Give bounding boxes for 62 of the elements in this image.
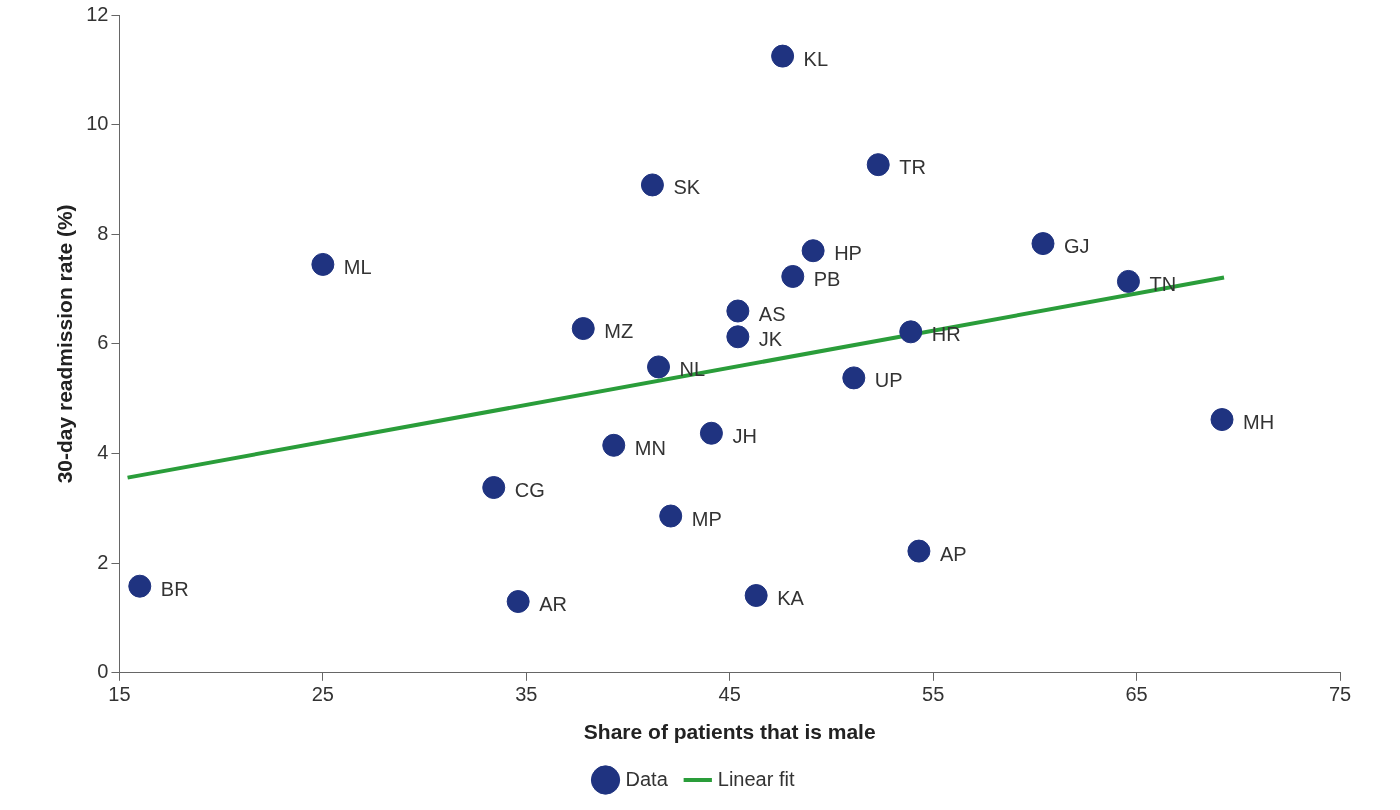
x-tick-label: 55 — [922, 683, 945, 706]
point — [781, 264, 805, 288]
annotation: MZ — [604, 320, 634, 343]
annotation: HP — [834, 242, 862, 265]
annotation: PB — [813, 267, 841, 290]
annotation: HR — [931, 323, 961, 346]
point — [602, 433, 626, 457]
x-tick-label: 65 — [1125, 683, 1148, 706]
annotation: JK — [758, 328, 783, 351]
y-tick-label: 8 — [97, 221, 109, 244]
annotation: SK — [673, 176, 701, 199]
point — [744, 584, 768, 608]
annotation: ML — [343, 255, 372, 278]
annotation: BR — [160, 577, 189, 600]
x-tick-label: 75 — [1328, 683, 1352, 706]
point — [899, 320, 923, 344]
y-tick-label: 2 — [97, 550, 109, 573]
y-tick-label: 6 — [97, 331, 109, 354]
x-tick-label: 15 — [108, 683, 131, 706]
point — [801, 239, 825, 263]
point — [571, 317, 595, 341]
point — [1210, 408, 1234, 432]
point — [128, 574, 152, 598]
point — [659, 504, 683, 528]
annotation: AS — [758, 302, 786, 325]
annotation: TR — [899, 156, 926, 179]
point — [726, 325, 750, 349]
annotation: CG — [514, 479, 545, 502]
x-tick-label: 45 — [718, 683, 741, 706]
x-axis-title: Share of patients that is male — [583, 720, 876, 744]
annotation: KA — [777, 587, 805, 610]
annotation: GJ — [1064, 235, 1090, 258]
y-tick-label: 10 — [86, 112, 109, 135]
point — [482, 476, 506, 500]
point — [647, 355, 671, 379]
annotation: JH — [732, 424, 757, 447]
x-tick-label: 25 — [311, 683, 334, 706]
annotation: KL — [803, 47, 829, 70]
y-tick-label: 4 — [97, 441, 109, 464]
x-tick-label: 35 — [515, 683, 538, 706]
point — [640, 173, 664, 197]
annotation: AP — [939, 542, 967, 565]
point — [907, 539, 931, 563]
point — [311, 252, 335, 276]
point — [699, 421, 723, 445]
y-tick-label: 0 — [97, 660, 109, 683]
legend-label: Linear fit — [717, 767, 795, 790]
legend-label: Data — [625, 767, 669, 790]
point — [726, 299, 750, 323]
annotation: AR — [539, 593, 567, 616]
point — [842, 366, 866, 390]
annotation: MP — [691, 507, 722, 530]
annotation: UP — [874, 369, 903, 392]
y-axis-title: 30-day readmission rate (%) — [53, 204, 77, 484]
annotation: MH — [1243, 411, 1275, 434]
point — [1116, 269, 1140, 293]
annotation: MN — [634, 436, 666, 459]
y-tick-label: 12 — [86, 2, 109, 25]
point — [506, 590, 530, 614]
point — [1031, 232, 1055, 256]
point — [771, 44, 795, 68]
point — [866, 153, 890, 177]
